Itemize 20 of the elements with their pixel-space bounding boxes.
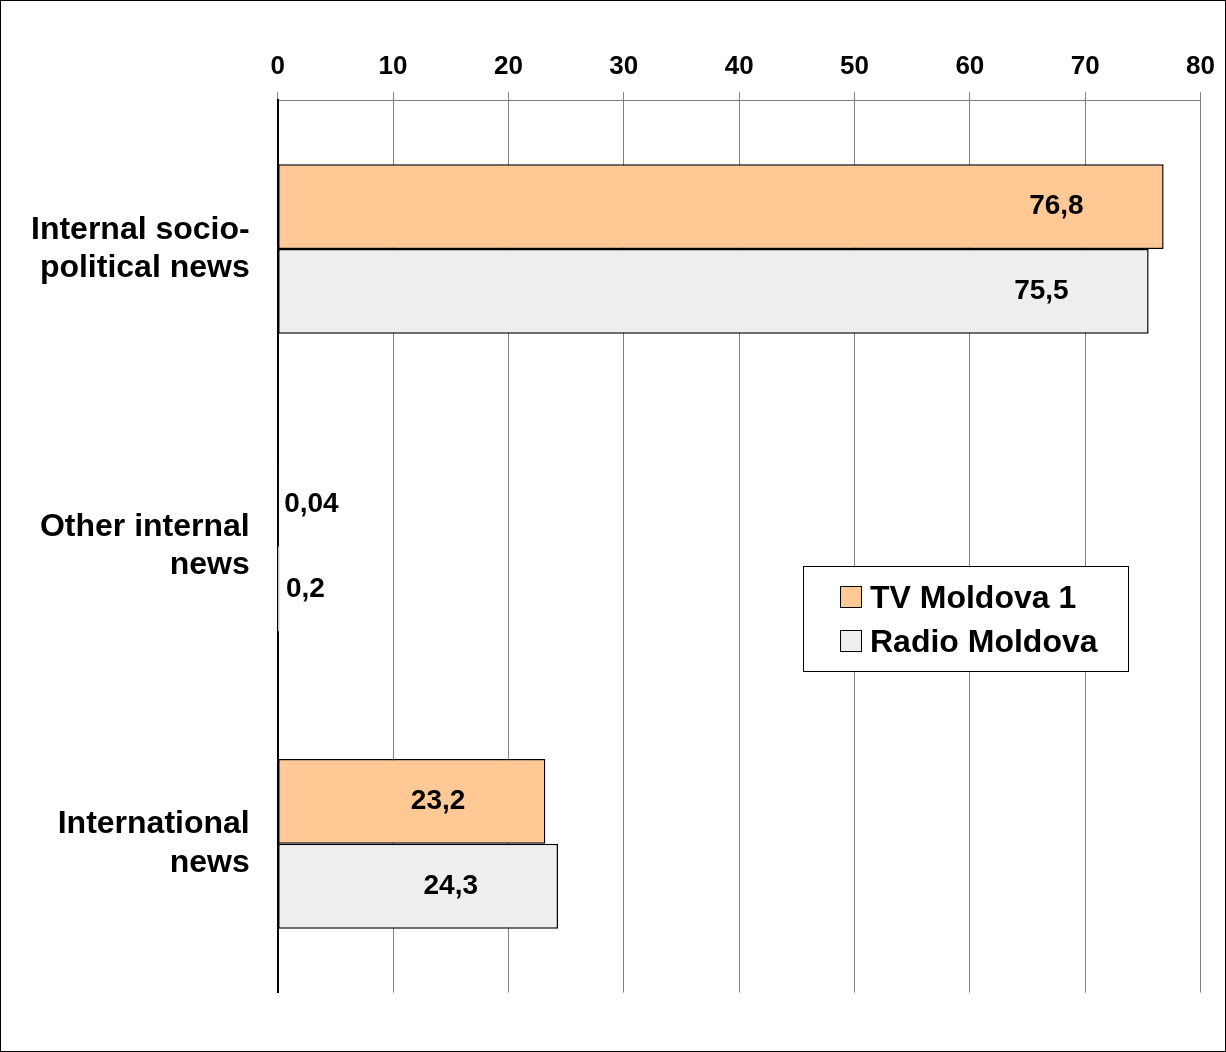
data-label: 76,8 [1029, 189, 1084, 221]
x-tick-label: 70 [1070, 49, 1100, 80]
legend-label: TV Moldova 1 [869, 578, 1077, 616]
x-tick-label: 60 [955, 49, 985, 80]
data-label: 24,3 [423, 868, 479, 900]
data-label: 0,2 [286, 571, 325, 603]
x-tick-label: 40 [724, 49, 754, 80]
x-tick-label: 80 [1186, 49, 1215, 80]
x-tick-label: 30 [609, 49, 639, 80]
data-label: 0,04 [284, 486, 340, 518]
y-tick-label: Internal socio-political news [31, 209, 250, 284]
x-tick-label: 50 [840, 49, 869, 80]
legend-label: Radio Moldova [869, 622, 1098, 660]
data-label: 23,2 [410, 784, 466, 816]
y-tick-label: International news [57, 804, 250, 879]
x-tick-label: 0 [270, 49, 285, 80]
data-label: 75,5 [1014, 274, 1069, 306]
x-tick-label: 20 [493, 49, 523, 80]
x-tick-label: 10 [378, 49, 408, 80]
y-tick-label: Other internal news [39, 507, 250, 582]
